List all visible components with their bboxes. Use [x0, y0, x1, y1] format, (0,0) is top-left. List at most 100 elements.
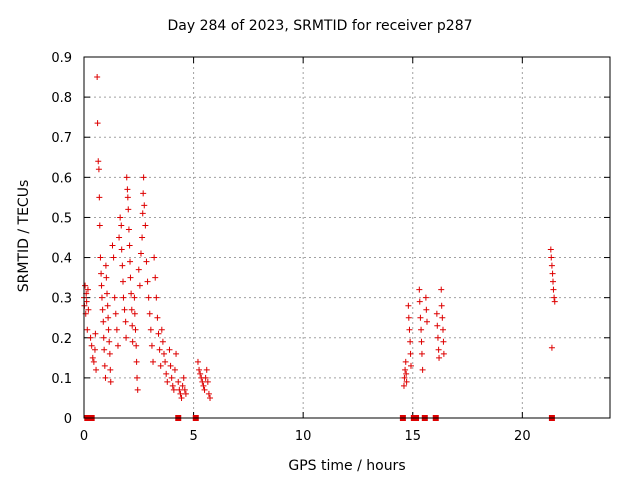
data-point	[199, 378, 206, 385]
data-point	[439, 314, 446, 321]
data-point	[550, 286, 557, 293]
data-point	[111, 294, 118, 301]
data-point	[84, 286, 91, 293]
data-point	[91, 346, 98, 353]
data-point	[155, 330, 162, 337]
data-point	[433, 310, 440, 317]
data-point	[124, 194, 131, 201]
data-point	[105, 326, 112, 333]
data-point	[182, 390, 189, 397]
data-point	[207, 394, 214, 401]
data-point	[204, 378, 211, 385]
data-point	[85, 306, 92, 313]
data-point	[551, 298, 558, 305]
data-point	[154, 314, 161, 321]
data-point	[123, 334, 130, 341]
data-point	[440, 338, 447, 345]
data-point	[120, 278, 127, 285]
data-point	[134, 374, 141, 381]
data-point	[440, 350, 447, 357]
data-point	[163, 370, 170, 377]
data-point	[205, 390, 212, 397]
data-point	[400, 382, 407, 389]
data-point	[127, 258, 134, 265]
data-point	[132, 326, 139, 333]
data-point	[417, 314, 424, 321]
data-point	[419, 366, 426, 373]
data-point	[100, 318, 107, 325]
x-tick-label: 0	[80, 429, 88, 444]
data-point	[107, 378, 114, 385]
data-point	[143, 258, 150, 265]
data-point	[105, 314, 112, 321]
y-tick-label: 0.3	[51, 292, 72, 307]
data-point	[548, 262, 555, 269]
data-point	[134, 386, 141, 393]
y-tick-label: 0.4	[51, 252, 72, 267]
data-point	[170, 386, 177, 393]
data-point	[122, 318, 129, 325]
data-point	[157, 362, 164, 369]
data-point	[436, 354, 443, 361]
data-point	[142, 222, 149, 229]
chart-title: Day 284 of 2023, SRMTID for receiver p28…	[167, 18, 473, 34]
data-point	[144, 278, 151, 285]
data-point	[82, 282, 89, 289]
y-tick-label: 0.1	[51, 372, 72, 387]
data-point	[402, 366, 409, 373]
data-point	[125, 226, 132, 233]
data-point	[422, 294, 429, 301]
data-point	[434, 334, 441, 341]
data-point	[126, 242, 133, 249]
data-point	[83, 298, 90, 305]
data-point	[84, 326, 91, 333]
plot-frame	[83, 56, 611, 419]
data-point	[202, 374, 209, 381]
data-point	[201, 386, 208, 393]
data-point	[100, 334, 107, 341]
data-point	[547, 246, 554, 253]
data-point	[139, 210, 146, 217]
data-point	[146, 310, 153, 317]
data-point	[87, 334, 94, 341]
data-point	[196, 366, 203, 373]
data-point	[403, 378, 410, 385]
y-tick-label: 0.9	[51, 51, 72, 66]
data-point	[102, 374, 109, 381]
data-point	[112, 310, 119, 317]
data-point	[407, 350, 414, 357]
axis-ticks: 0 0.1 0.2 0.3 0.4 0.5 0.6 0.7 0.8 0.9 0 5 10 15 20	[51, 51, 610, 444]
data-point	[93, 366, 100, 373]
data-point	[173, 350, 180, 357]
data-point	[141, 202, 148, 209]
data-point	[129, 322, 136, 329]
data-point	[133, 358, 140, 365]
data-point	[175, 378, 182, 385]
x-tick-label: 20	[514, 429, 531, 444]
data-point	[120, 294, 127, 301]
data-point	[98, 282, 105, 289]
data-point	[418, 338, 425, 345]
data-point	[171, 366, 178, 373]
data-point	[158, 326, 165, 333]
grid-lines	[84, 57, 610, 418]
data-point	[116, 234, 123, 241]
data-point	[435, 346, 442, 353]
y-tick-label: 0.7	[51, 131, 72, 146]
data-point	[434, 322, 441, 329]
y-tick-label: 0.8	[51, 91, 72, 106]
y-tick-label: 0.2	[51, 332, 72, 347]
data-point	[106, 338, 113, 345]
data-point	[407, 338, 414, 345]
data-point	[197, 370, 204, 377]
data-point	[98, 270, 105, 277]
data-point	[176, 386, 183, 393]
data-point	[127, 274, 134, 281]
data-point	[423, 306, 430, 313]
data-point	[102, 262, 109, 269]
data-point	[403, 370, 410, 377]
data-point	[104, 290, 111, 297]
data-point	[548, 254, 555, 261]
data-point	[99, 306, 106, 313]
